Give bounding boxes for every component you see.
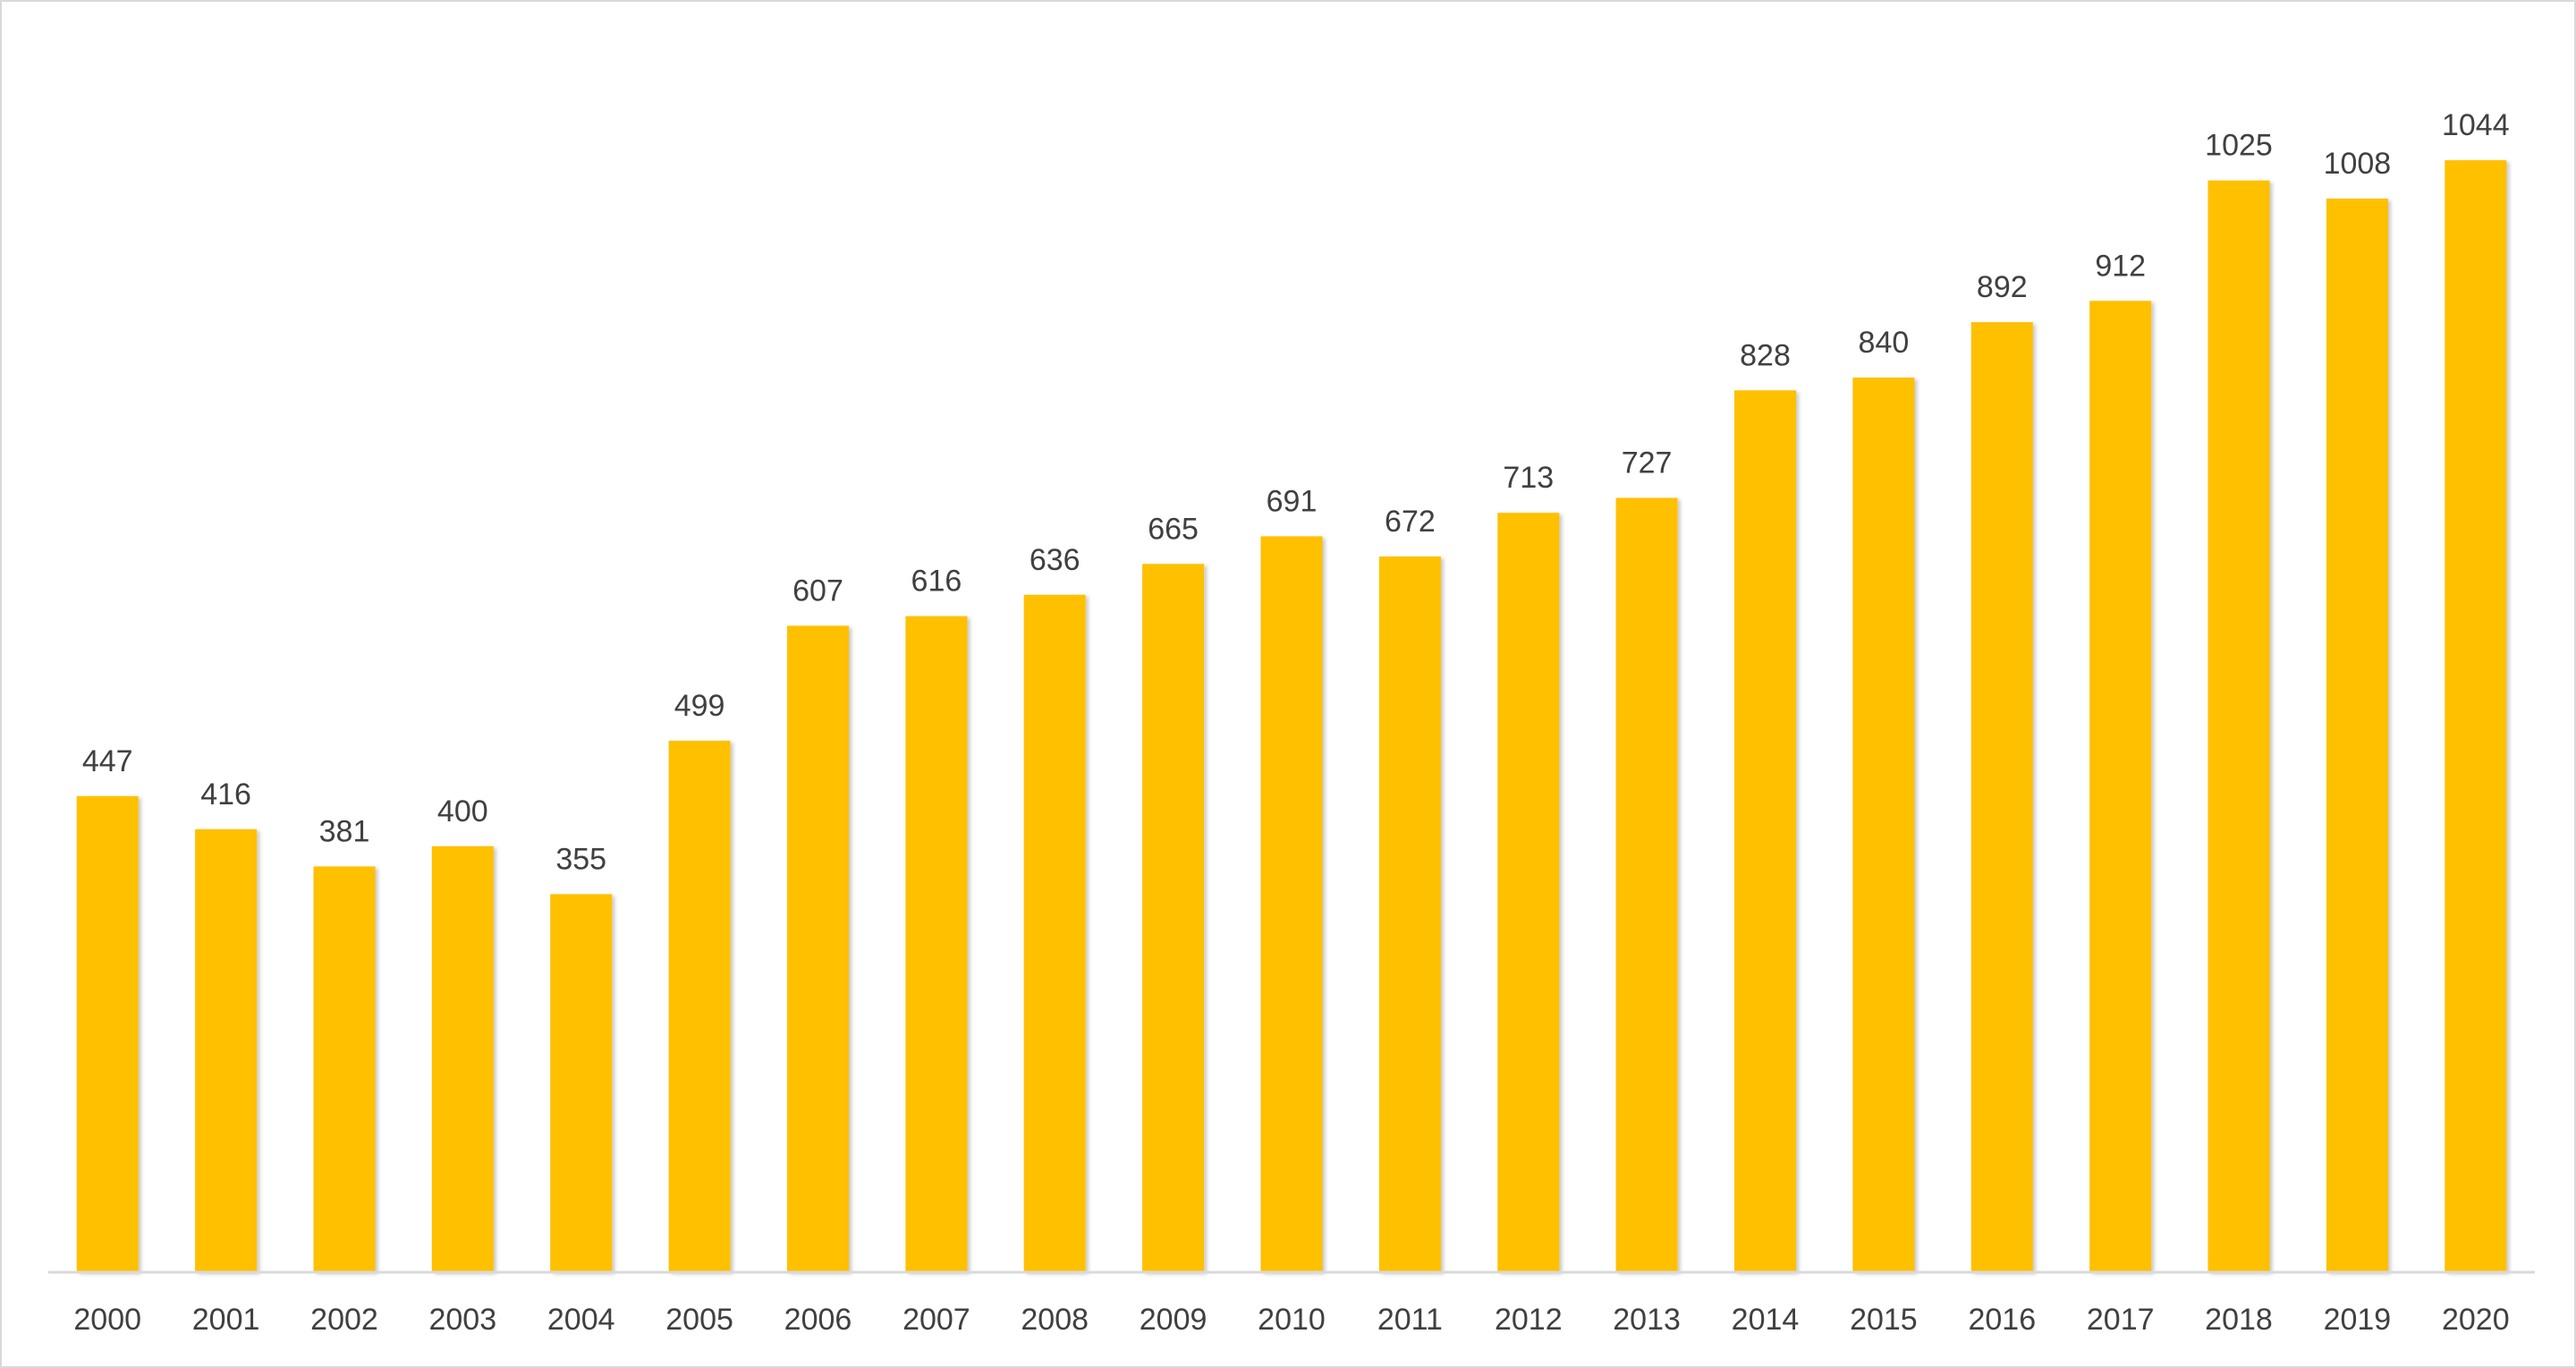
data-label-2013: 727 — [1622, 446, 1673, 480]
data-label-2007: 616 — [911, 565, 962, 599]
bar-2019 — [2326, 199, 2388, 1272]
data-label-2005: 499 — [674, 689, 725, 723]
bar-2018 — [2207, 180, 2270, 1273]
bar-2020 — [2445, 160, 2507, 1273]
x-tick-label-2015: 2015 — [1850, 1303, 1918, 1337]
data-labels-group: 447 416 381 400 355 499 607 616 636 665 691 672 713 7… — [82, 108, 2510, 876]
data-label-2006: 607 — [792, 574, 843, 608]
bar-2006 — [787, 625, 849, 1272]
bar-2015 — [1852, 378, 1915, 1272]
bar-2010 — [1260, 536, 1323, 1272]
bar-2002 — [313, 866, 376, 1272]
x-tick-label-2008: 2008 — [1021, 1303, 1089, 1337]
x-tick-label-2016: 2016 — [1968, 1303, 2036, 1337]
bar-2001 — [195, 828, 258, 1272]
x-tick-label-2001: 2001 — [192, 1303, 260, 1337]
data-label-2015: 840 — [1859, 326, 1910, 360]
data-label-2010: 691 — [1267, 484, 1318, 518]
data-label-2002: 381 — [319, 814, 370, 848]
bar-2000 — [76, 795, 139, 1272]
bars-group — [76, 160, 2507, 1273]
x-tick-label-2020: 2020 — [2442, 1303, 2510, 1337]
x-tick-labels-group: 2000 2001 2002 2003 2004 2005 2006 2007 2008 2009… — [73, 1303, 2509, 1337]
x-tick-label-2011: 2011 — [1377, 1303, 1443, 1337]
data-label-2017: 912 — [2095, 249, 2146, 283]
bar-2009 — [1142, 564, 1205, 1272]
x-tick-label-2003: 2003 — [428, 1303, 496, 1337]
data-label-2016: 892 — [1977, 270, 2028, 304]
x-tick-label-2010: 2010 — [1258, 1303, 1326, 1337]
data-label-2020: 1044 — [2442, 108, 2510, 142]
x-tick-label-2019: 2019 — [2324, 1303, 2392, 1337]
x-tick-label-2017: 2017 — [2087, 1303, 2155, 1337]
bar-2008 — [1023, 594, 1086, 1272]
data-label-2003: 400 — [437, 794, 488, 828]
data-label-2000: 447 — [82, 744, 133, 778]
data-label-2008: 636 — [1030, 543, 1080, 577]
data-label-2009: 665 — [1148, 512, 1199, 546]
bar-2016 — [1970, 322, 2033, 1273]
data-label-2012: 713 — [1503, 461, 1554, 495]
x-tick-label-2014: 2014 — [1732, 1303, 1800, 1337]
x-tick-label-2012: 2012 — [1495, 1303, 1563, 1337]
data-label-2004: 355 — [555, 842, 606, 876]
bar-2004 — [550, 894, 613, 1272]
bar-2007 — [905, 616, 968, 1272]
data-label-2011: 672 — [1385, 505, 1436, 539]
x-tick-label-2018: 2018 — [2205, 1303, 2273, 1337]
bar-2014 — [1734, 390, 1796, 1272]
x-tick-label-2009: 2009 — [1140, 1303, 1208, 1337]
bar-2012 — [1497, 513, 1560, 1272]
x-tick-label-2002: 2002 — [310, 1303, 378, 1337]
data-label-2019: 1008 — [2324, 147, 2392, 181]
data-label-2018: 1025 — [2205, 129, 2273, 163]
x-tick-label-2005: 2005 — [665, 1303, 733, 1337]
bar-2017 — [2089, 301, 2152, 1272]
bar-2013 — [1615, 497, 1678, 1272]
bar-2003 — [431, 845, 494, 1272]
x-tick-label-2013: 2013 — [1613, 1303, 1681, 1337]
x-tick-label-2007: 2007 — [902, 1303, 970, 1337]
x-tick-label-2000: 2000 — [73, 1303, 141, 1337]
data-label-2014: 828 — [1740, 338, 1791, 372]
x-tick-label-2004: 2004 — [547, 1303, 615, 1337]
bar-2005 — [668, 740, 731, 1272]
x-tick-label-2006: 2006 — [784, 1303, 852, 1337]
data-label-2001: 416 — [200, 777, 251, 811]
bar-2011 — [1378, 557, 1441, 1272]
